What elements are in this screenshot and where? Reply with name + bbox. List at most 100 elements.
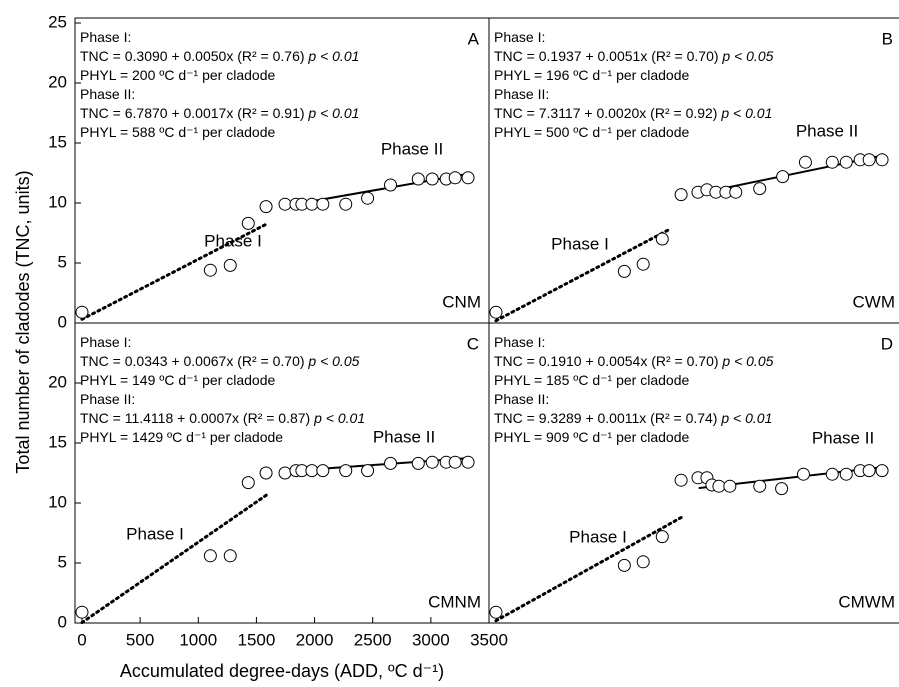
y-tick-label: 15: [48, 132, 67, 151]
data-point: [862, 464, 876, 478]
phase-label: Phase I: [569, 527, 627, 546]
data-point: [339, 464, 353, 478]
data-point: [223, 549, 237, 563]
data-point: [617, 264, 631, 278]
data-point: [712, 479, 726, 493]
y-tick-label: 5: [58, 552, 67, 571]
phase-label: Phase II: [381, 139, 443, 158]
annotation: PHYL = 1429 ºC d⁻¹ per cladode: [80, 429, 283, 445]
annotation-text: TNC = 0.1937 + 0.0051x (R² = 0.70): [494, 48, 722, 64]
annotation-text: Phase I:: [494, 29, 545, 45]
p-value: p < 0.01: [720, 410, 772, 426]
phase-label: Phase II: [812, 428, 874, 447]
annotation: Phase I:: [80, 29, 131, 45]
annotation-text: PHYL = 185 ºC d⁻¹ per cladode: [494, 372, 689, 388]
fit-line: [494, 515, 684, 623]
data-point: [798, 155, 812, 169]
panel-frame: [488, 322, 899, 624]
annotation: PHYL = 588 ºC d⁻¹ per cladode: [80, 124, 275, 140]
annotation: Phase I:: [80, 334, 131, 350]
y-tick-label: 15: [48, 432, 67, 451]
data-point: [203, 549, 217, 563]
annotation-text: Phase II:: [494, 391, 549, 407]
data-point: [839, 155, 853, 169]
data-point: [636, 257, 650, 271]
annotation-text: Phase I:: [80, 29, 131, 45]
x-tick-label: 3000: [412, 630, 450, 649]
annotation: TNC = 7.3117 + 0.0020x (R² = 0.92) p < 0…: [494, 105, 772, 121]
data-point: [723, 479, 737, 493]
treatment-label: CMWM: [838, 592, 895, 611]
annotation-text: TNC = 11.4118 + 0.0007x (R² = 0.87): [80, 410, 314, 426]
x-tick-label: 3500: [470, 630, 508, 649]
panel-letter: C: [467, 334, 479, 353]
panel-letter: B: [882, 29, 893, 48]
y-tick-label: 20: [48, 72, 67, 91]
annotation-text: PHYL = 1429 ºC d⁻¹ per cladode: [80, 429, 283, 445]
annotation-text: TNC = 0.3090 + 0.0050x (R² = 0.76): [80, 48, 308, 64]
p-value: p < 0.01: [307, 48, 359, 64]
treatment-label: CWM: [853, 292, 895, 311]
x-tick-label: 500: [126, 630, 154, 649]
annotation-text: Phase I:: [494, 334, 545, 350]
data-point: [425, 455, 439, 469]
data-point: [461, 171, 475, 185]
data-point: [489, 605, 503, 619]
data-point: [339, 197, 353, 211]
annotation-text: PHYL = 149 ºC d⁻¹ per cladode: [80, 372, 275, 388]
y-tick-label: 10: [48, 492, 67, 511]
fit-line: [494, 227, 672, 323]
data-point: [259, 200, 273, 214]
annotation: TNC = 0.1937 + 0.0051x (R² = 0.70) p < 0…: [494, 48, 774, 64]
data-point: [875, 464, 889, 478]
data-point: [384, 178, 398, 192]
p-value: p < 0.01: [720, 105, 772, 121]
annotation-text: Phase II:: [80, 86, 135, 102]
data-point: [825, 467, 839, 481]
data-point: [617, 558, 631, 572]
data-point: [753, 182, 767, 196]
data-point: [411, 172, 425, 186]
annotation-text: PHYL = 200 ºC d⁻¹ per cladode: [80, 67, 275, 83]
annotation: Phase I:: [494, 334, 545, 350]
annotation: TNC = 0.0343 + 0.0067x (R² = 0.70) p < 0…: [80, 353, 360, 369]
annotation-text: PHYL = 588 ºC d⁻¹ per cladode: [80, 124, 275, 140]
treatment-label: CMNM: [428, 592, 481, 611]
annotation: TNC = 11.4118 + 0.0007x (R² = 0.87) p < …: [80, 410, 365, 426]
fit-line: [80, 221, 270, 321]
data-point: [655, 232, 669, 246]
treatment-label: CNM: [442, 292, 481, 311]
y-tick-label: 5: [58, 252, 67, 271]
panel-frame: [74, 17, 490, 324]
annotation-text: TNC = 9.3289 + 0.0011x (R² = 0.74): [494, 410, 721, 426]
annotation: PHYL = 149 ºC d⁻¹ per cladode: [80, 372, 275, 388]
x-tick-label: 2000: [296, 630, 334, 649]
data-point: [461, 455, 475, 469]
data-point: [305, 464, 319, 478]
annotation: PHYL = 200 ºC d⁻¹ per cladode: [80, 67, 275, 83]
phase-label: Phase II: [373, 427, 435, 446]
y-tick-label: 20: [48, 372, 67, 391]
y-tick-label: 10: [48, 192, 67, 211]
annotation-text: PHYL = 196 ºC d⁻¹ per cladode: [494, 67, 689, 83]
y-tick-label: 25: [48, 12, 67, 31]
data-point: [825, 155, 839, 169]
data-point: [259, 466, 273, 480]
p-value: p < 0.01: [307, 105, 359, 121]
data-point: [316, 197, 330, 211]
annotation: Phase II:: [80, 391, 135, 407]
data-point: [862, 153, 876, 167]
annotation: PHYL = 185 ºC d⁻¹ per cladode: [494, 372, 689, 388]
data-point: [278, 466, 292, 480]
x-tick-label: 0: [77, 630, 86, 649]
data-point: [636, 555, 650, 569]
data-point: [75, 605, 89, 619]
annotation: PHYL = 196 ºC d⁻¹ per cladode: [494, 67, 689, 83]
data-point: [305, 197, 319, 211]
annotation-text: Phase II:: [80, 391, 135, 407]
data-point: [425, 172, 439, 186]
p-value: p < 0.01: [313, 410, 365, 426]
data-point: [361, 191, 375, 205]
